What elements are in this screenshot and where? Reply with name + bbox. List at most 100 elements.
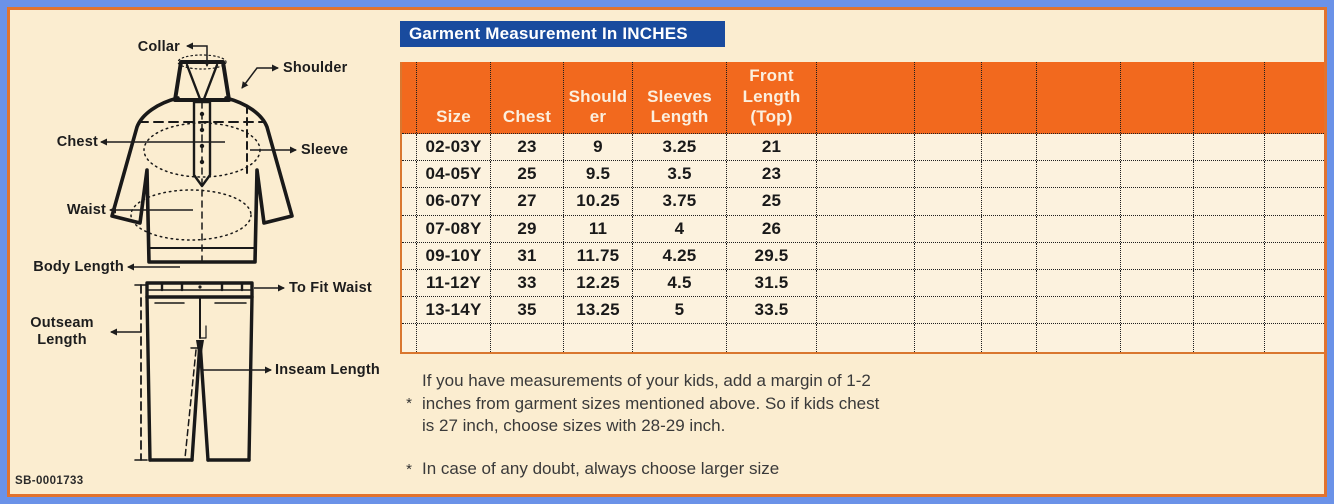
table-cell-empty: [402, 269, 417, 297]
table-cell-empty: [1037, 188, 1121, 215]
table-cell-empty: [402, 134, 417, 161]
table-header-chest: Chest: [491, 62, 564, 133]
table-cell-empty: [1121, 297, 1194, 324]
table-cell-empty: [1121, 134, 1194, 161]
note-text: If you have measurements of your kids, a…: [422, 371, 880, 436]
note-item: * In case of any doubt, always choose la…: [402, 458, 894, 481]
table-cell-empty: [1265, 324, 1324, 351]
table-cell-size: 02-03Y: [417, 134, 491, 161]
table-cell-empty: [817, 242, 915, 269]
table-row: 07-08Y 29 11 4 26: [402, 215, 1324, 243]
table-cell-empty: [1121, 242, 1194, 269]
table-cell-front-length: 21: [727, 134, 817, 161]
notes-section: * If you have measurements of your kids,…: [402, 370, 894, 480]
table-cell-empty: [402, 188, 417, 215]
table-cell-front-length: 25: [727, 188, 817, 215]
table-cell-empty: [1194, 324, 1265, 352]
table-cell-shoulder: 12.25: [564, 269, 633, 297]
table-cell-empty: [1121, 215, 1194, 242]
table-cell-size: 04-05Y: [417, 161, 491, 188]
table-cell-empty: [982, 269, 1037, 297]
table-header-empty: [1265, 62, 1324, 133]
table-cell-empty: [491, 324, 564, 352]
note-text: In case of any doubt, always choose larg…: [422, 458, 780, 478]
table-cell-sleeves-length: 4.5: [633, 269, 727, 297]
table-cell-chest: 35: [491, 297, 564, 324]
table-cell-empty: [1194, 297, 1265, 324]
table-cell-empty: [817, 269, 915, 297]
table-cell-empty: [982, 215, 1037, 242]
header-label: Shoulder: [568, 86, 628, 127]
pants-drawing: [134, 281, 254, 462]
table-cell-empty: [817, 161, 915, 188]
table-header-empty: [1121, 62, 1194, 133]
table-cell-chest: 27: [491, 188, 564, 215]
table-cell-front-length: 29.5: [727, 242, 817, 269]
table-cell-size: 13-14Y: [417, 297, 491, 324]
header-label: Front Length (Top): [742, 65, 801, 127]
table-cell-empty: [1265, 270, 1324, 296]
table-cell-empty: [1121, 324, 1194, 352]
table-cell-front-length: 33.5: [727, 297, 817, 324]
page-title: Garment Measurement In INCHES: [400, 21, 725, 47]
table-row-empty: [402, 324, 1324, 352]
table-row: 11-12Y 33 12.25 4.5 31.5: [402, 269, 1324, 298]
table-cell-empty: [727, 324, 817, 352]
table-header-sleeves-length: Sleeves Length: [633, 62, 727, 133]
table-cell-sleeves-length: 4.25: [633, 242, 727, 269]
garment-diagram: Collar Shoulder Chest Sleeve Waist Body …: [10, 10, 402, 487]
table-cell-size: 11-12Y: [417, 269, 491, 297]
table-cell-sleeves-length: 3.25: [633, 134, 727, 161]
table-cell-empty: [633, 324, 727, 352]
kurta-drawing: [110, 54, 294, 264]
table-cell-empty: [1265, 134, 1324, 160]
table-header-empty: [1194, 62, 1265, 133]
table-cell-empty: [915, 297, 982, 324]
table-cell-empty: [982, 134, 1037, 161]
table-cell-sleeves-length: 3.5: [633, 161, 727, 188]
collar-label: Collar: [137, 39, 180, 55]
table-cell-empty: [402, 215, 417, 242]
table-cell-empty: [417, 324, 491, 352]
table-header-empty: [915, 62, 982, 133]
table-cell-sleeves-length: 5: [633, 297, 727, 324]
note-item: * If you have measurements of your kids,…: [402, 370, 894, 438]
table-cell-front-length: 31.5: [727, 269, 817, 297]
table-cell-shoulder: 9: [564, 134, 633, 161]
asterisk-marker: *: [406, 460, 412, 478]
table-cell-empty: [1037, 215, 1121, 242]
table-cell-chest: 25: [491, 161, 564, 188]
table-cell-empty: [1037, 269, 1121, 297]
table-cell-shoulder: 13.25: [564, 297, 633, 324]
table-cell-empty: [1265, 243, 1324, 269]
table-row: 04-05Y 25 9.5 3.5 23: [402, 161, 1324, 189]
table-cell-empty: [817, 297, 915, 324]
table-cell-empty: [915, 161, 982, 188]
header-label: Sleeves Length: [647, 86, 712, 127]
size-chart-content: Collar Shoulder Chest Sleeve Waist Body …: [7, 7, 1327, 497]
table-cell-empty: [1265, 297, 1324, 323]
table-cell-empty: [1037, 161, 1121, 188]
table-cell-empty: [982, 161, 1037, 188]
table-cell-empty: [1121, 188, 1194, 215]
sleeve-label: Sleeve: [301, 142, 349, 158]
table-cell-empty: [1037, 324, 1121, 352]
table-cell-front-length: 23: [727, 161, 817, 188]
asterisk-marker: *: [406, 395, 412, 413]
table-cell-empty: [817, 324, 915, 352]
label-arrows: [100, 42, 297, 374]
garment-line-art: [100, 42, 297, 462]
table-cell-front-length: 26: [727, 215, 817, 242]
inseam-length-label: Inseam Length: [275, 362, 380, 378]
table-row: 09-10Y 31 11.75 4.25 29.5: [402, 242, 1324, 270]
body-length-label: Body Length: [33, 259, 124, 275]
table-cell-empty: [915, 269, 982, 297]
table-header-empty: [982, 62, 1037, 133]
table-cell-chest: 33: [491, 269, 564, 297]
table-cell-empty: [982, 297, 1037, 324]
table-header-front-length: Front Length (Top): [727, 62, 817, 133]
table-cell-empty: [817, 188, 915, 215]
table-header-shoulder: Shoulder: [564, 62, 633, 133]
table-cell-empty: [402, 297, 417, 324]
